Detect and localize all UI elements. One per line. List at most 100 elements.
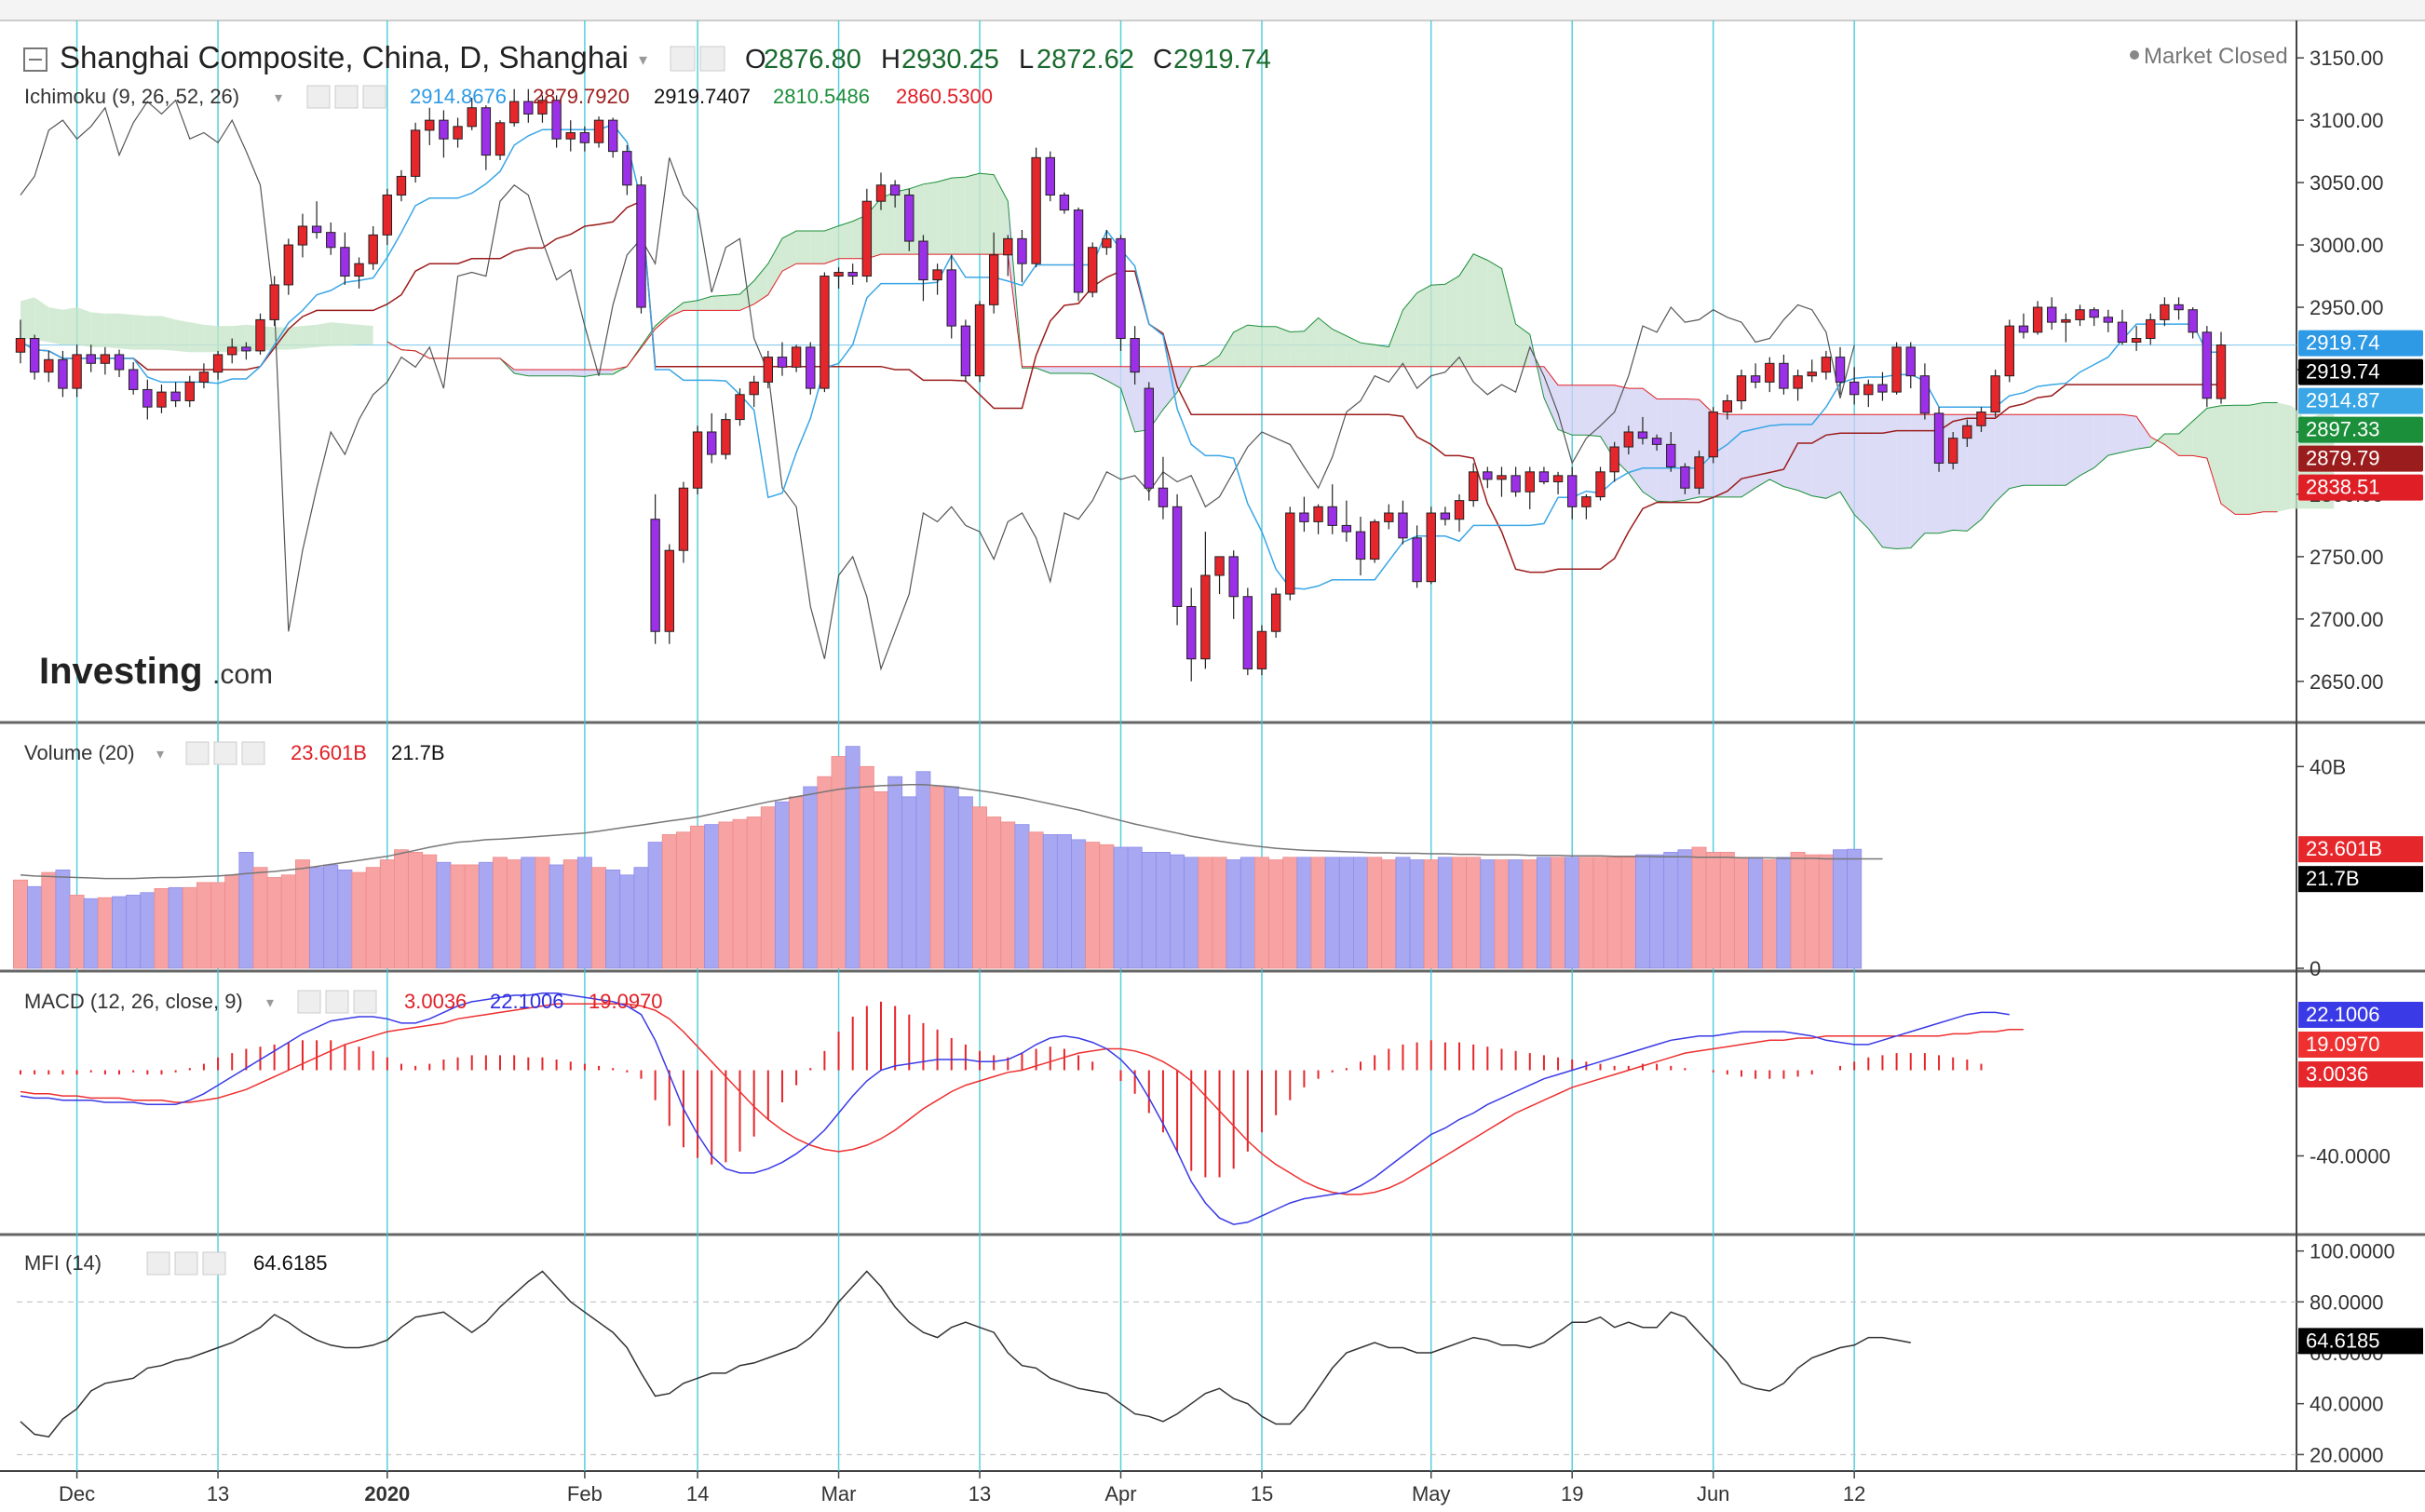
candle-body <box>1976 412 1986 426</box>
candle-body <box>1750 375 1761 383</box>
cloud-segment <box>1304 317 1319 367</box>
candle-body <box>1877 384 1888 393</box>
candle-body <box>1919 375 1931 414</box>
volume-bar <box>507 859 522 969</box>
volume-bar <box>1014 824 1030 969</box>
gear-icon[interactable] <box>334 85 359 109</box>
candle-body <box>1497 475 1507 480</box>
macd-flag-bg <box>2298 1002 2423 1028</box>
close-icon[interactable] <box>353 990 377 1014</box>
cloud-segment <box>767 238 782 295</box>
mfi-axis-tick-label: 80.0000 <box>2310 1290 2384 1314</box>
cloud-segment <box>175 319 190 353</box>
time-axis-label: Apr <box>1104 1482 1136 1505</box>
pane-frames <box>0 0 2425 1472</box>
time-axis-label: 19 <box>1561 1482 1583 1505</box>
close-icon[interactable] <box>202 1251 226 1276</box>
candle-body <box>508 101 520 124</box>
volume-bar <box>535 857 550 969</box>
cloud-segment <box>1402 292 1417 367</box>
cloud-segment <box>1078 366 1093 374</box>
collapse-toggle-icon[interactable] <box>23 47 47 72</box>
volume-bar <box>1226 859 1241 969</box>
price-flag-bg <box>2298 330 2423 357</box>
volume-bar <box>112 896 128 969</box>
volume-series <box>13 746 1883 969</box>
cloud-segment <box>104 313 120 349</box>
candle-body <box>1962 425 1972 439</box>
candle-body <box>1369 520 1380 560</box>
candle-body <box>368 234 378 264</box>
volume-bar <box>97 897 113 969</box>
eye-icon[interactable] <box>185 741 210 765</box>
candle-body <box>1158 487 1169 507</box>
close-icon[interactable] <box>362 85 386 109</box>
price-axis-flag: 2914.87 <box>2298 387 2423 414</box>
price-axis-flag: 2879.79 <box>2298 445 2423 472</box>
cloud-segment <box>556 370 571 376</box>
gear-icon[interactable] <box>325 990 349 1014</box>
volume-bar <box>1437 857 1453 969</box>
cloud-segment <box>147 316 162 350</box>
ohlc-close-value: 2919.74 <box>1173 45 1271 74</box>
eye-icon[interactable] <box>670 46 696 72</box>
candle-body <box>1031 156 1041 264</box>
candle-body <box>763 357 774 383</box>
volume-bar <box>493 857 508 969</box>
cloud-segment <box>1543 366 1559 430</box>
volume-bar <box>1296 857 1312 969</box>
candle-body <box>269 284 279 320</box>
chevron-down-icon[interactable]: ▾ <box>639 50 647 69</box>
gear-icon[interactable] <box>174 1251 198 1276</box>
price-flag-bg <box>2298 474 2423 501</box>
candle-body <box>1948 438 1958 464</box>
volume-bar <box>69 895 85 969</box>
cloud-segment <box>1586 385 1601 437</box>
volume-axis-tick-label: 0 <box>2310 957 2321 980</box>
candle-body <box>86 354 96 364</box>
price-axis-tick-label: 3000.00 <box>2310 234 2384 257</box>
eye-icon[interactable] <box>297 990 321 1014</box>
volume-bar <box>1719 852 1735 969</box>
chevron-down-icon[interactable]: ▾ <box>156 747 164 763</box>
cloud-segment <box>1092 366 1107 381</box>
volume-bar <box>55 869 71 969</box>
volume-bar <box>1691 846 1707 969</box>
cloud-segment <box>1769 414 1784 487</box>
candle-body <box>1807 371 1817 377</box>
chevron-down-icon[interactable]: ▾ <box>275 90 282 106</box>
chevron-down-icon[interactable]: ▾ <box>266 995 274 1011</box>
gear-icon[interactable] <box>213 741 237 765</box>
candle-body <box>1736 375 1747 401</box>
ichimoku-lagging-value: 2919.7407 <box>654 85 751 108</box>
candle-body <box>1285 512 1295 595</box>
cloud-segment <box>1120 366 1135 432</box>
volume-bar <box>957 796 973 969</box>
candle-body <box>904 195 914 242</box>
volume-bar <box>365 867 381 969</box>
cloud-segment <box>655 313 670 330</box>
ichimoku-label: Ichimoku (9, 26, 52, 26) <box>24 85 239 108</box>
cloud-segment <box>1783 414 1798 491</box>
cloud-segment <box>951 177 966 255</box>
price-flag-bg <box>2298 387 2423 414</box>
cloud-segment <box>570 370 585 377</box>
volume-bar <box>1818 854 1834 969</box>
candle-body <box>1708 412 1718 458</box>
eye-icon[interactable] <box>306 85 331 109</box>
volume-bar <box>379 859 395 969</box>
volume-bar <box>675 831 691 969</box>
volume-bar <box>1452 857 1468 969</box>
cloud-segment <box>62 307 77 345</box>
close-icon[interactable] <box>241 741 265 765</box>
cloud-segment <box>1487 260 1502 367</box>
candle-body <box>1623 431 1634 448</box>
gear-icon[interactable] <box>699 46 725 72</box>
macd-flag-bg <box>2298 1032 2423 1058</box>
volume-bar <box>450 864 466 969</box>
price-axis-flag: 2897.33 <box>2298 416 2423 443</box>
cloud-segment <box>1276 326 1291 367</box>
price-flag-bg <box>2298 358 2423 385</box>
volume-bar <box>1536 857 1551 969</box>
eye-icon[interactable] <box>146 1251 170 1276</box>
